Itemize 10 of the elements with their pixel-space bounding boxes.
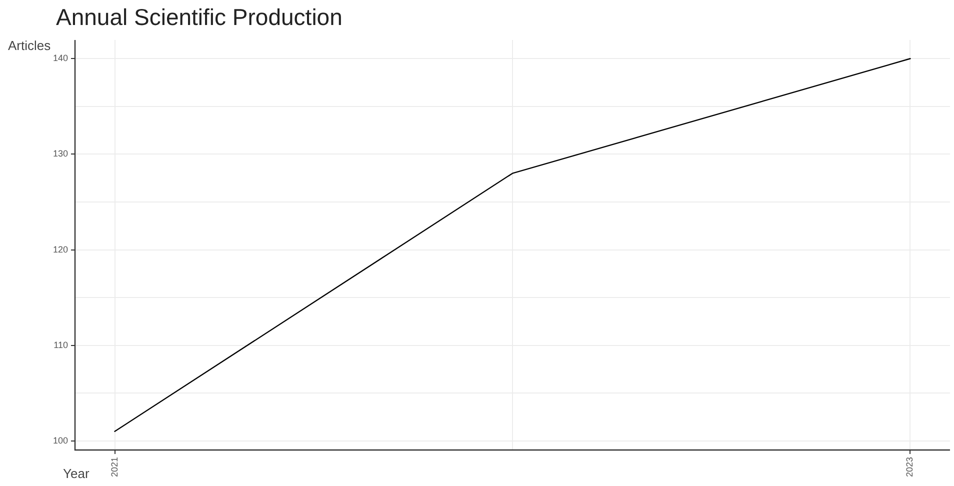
y-tick-label: 130 xyxy=(52,148,68,159)
x-tick-label: 2023 xyxy=(904,457,915,478)
x-tick-label: 2021 xyxy=(109,457,120,478)
y-tick-label: 140 xyxy=(52,53,68,64)
y-axis-title: Articles xyxy=(8,38,51,53)
y-tick-label: 100 xyxy=(52,435,68,446)
x-axis-title: Year xyxy=(63,466,90,481)
y-tick-label: 120 xyxy=(52,244,68,254)
chart-title: Annual Scientific Production xyxy=(56,4,342,31)
y-tick-label: 110 xyxy=(54,340,68,350)
